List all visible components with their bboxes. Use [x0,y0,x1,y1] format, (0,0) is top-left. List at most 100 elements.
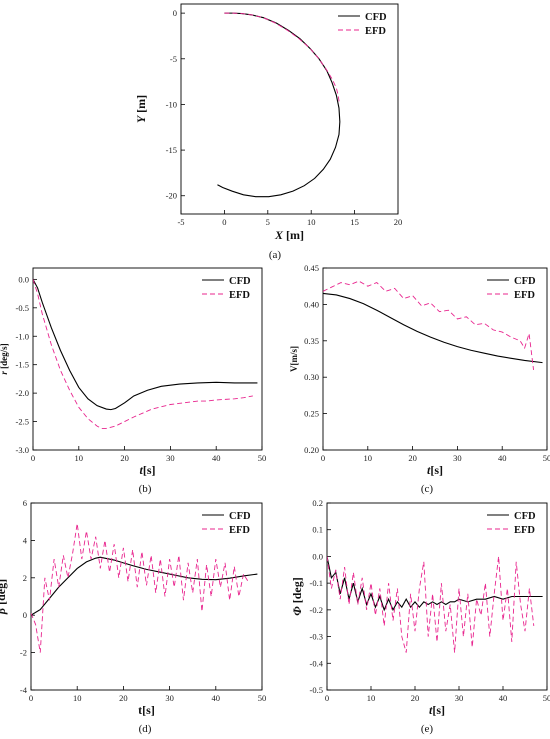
y-tick-label: -1.5 [16,360,29,370]
x-tick-label: 20 [411,693,420,703]
legend-label-cfd: CFD [365,12,387,23]
y-tick-label: 6 [23,498,27,508]
y-tick-label: -2.0 [16,388,29,398]
series-line-cfd [327,556,543,612]
series-group [323,280,543,370]
x-tick-label: 40 [212,453,221,463]
x-tick-label: 20 [394,217,403,227]
y-tick-label: 0.25 [304,409,319,419]
chart-panel-3: 0 10 20 30 40 50 0.20 0.25 0.30 0.35 0.40 0.45 CFD EF… [289,263,550,495]
panel-caption: (d) [139,723,152,735]
x-tick-label: 50 [258,693,267,703]
x-axis-label-unit: [s] [143,463,156,477]
plot-frame [180,3,399,215]
x-tick-label: 0 [321,453,325,463]
y-axis-label-unit: V[m/s] [289,346,299,372]
y-tick-label: 0.0 [312,551,323,561]
y-axis-label-unit: [deg] [0,579,8,608]
legend-label-efd: EFD [365,26,386,37]
y-tick-label: 4 [23,535,28,545]
x-axis-label: t[s] [427,463,443,477]
x-tick-label: 10 [75,453,84,463]
y-axis-label: β [deg] [0,579,8,615]
x-tick-label: 10 [73,693,82,703]
x-axis-label: t[s] [139,463,155,477]
x-tick-label: 20 [119,693,128,703]
y-axis-label-unit: [deg] [290,577,304,606]
y-tick-label: 0.2 [312,498,323,508]
x-tick-label: 50 [543,453,550,463]
series-group [33,279,258,429]
y-tick-label: 0.45 [304,263,319,273]
y-tick-label: -1.0 [16,331,29,341]
plot-frame [32,267,263,451]
panel-caption: (c) [421,483,434,495]
x-axis-label-unit: [s] [432,703,445,717]
y-axis-label-symbol: β [0,607,8,615]
x-tick-label: 0 [222,217,226,227]
y-tick-label: 0.30 [304,372,319,382]
series-group [327,556,543,653]
x-axis-label-symbol: t [429,703,433,717]
x-tick-label: 5 [266,217,270,227]
y-tick-label: 0 [23,610,27,620]
y-tick-label: 0.40 [304,299,319,309]
legend-label-cfd: CFD [229,511,251,522]
x-axis-label-unit: [s] [430,463,443,477]
y-tick-label: -15 [166,145,177,155]
y-tick-label: 0.35 [304,336,319,346]
y-axis-label-symbol: r [0,371,9,375]
y-tick-label: -4 [20,685,28,695]
x-tick-label: 30 [453,453,462,463]
y-tick-label: 2 [23,573,27,583]
y-tick-label: -3.0 [16,445,29,455]
x-tick-label: 40 [499,693,508,703]
series-line-cfd [31,556,258,616]
y-axis-label-unit: [deg/s] [0,343,9,371]
chart-panel-2: 0 10 20 30 40 50 0.0 -0.5 -1.0 -1.5 -2.0 -2.5 -3.0 CF… [0,267,266,495]
y-tick-label: -0.5 [16,303,29,313]
y-axis-label: Y [m] [134,95,148,123]
y-tick-label: -0.1 [310,578,323,588]
y-tick-label: -0.4 [310,658,324,668]
y-tick-label: 0.20 [304,445,319,455]
x-tick-label: 0 [325,693,329,703]
series-line-efd [323,280,535,370]
y-tick-label: -0.5 [310,685,323,695]
x-tick-label: 10 [367,693,376,703]
legend-label-efd: EFD [514,290,535,301]
legend-label-cfd: CFD [514,276,536,287]
y-tick-label: -20 [166,191,177,201]
y-tick-label: -0.3 [310,632,323,642]
y-tick-label: -10 [166,99,177,109]
y-tick-label: 0.1 [312,525,323,535]
y-tick-label: -0.2 [310,605,323,615]
series-line-cfd [33,279,258,411]
x-axis-label-symbol: X [274,228,284,242]
x-axis-label: t[s] [429,703,445,717]
legend-label-efd: EFD [514,525,535,536]
x-tick-label: 20 [120,453,129,463]
x-tick-label: 20 [408,453,417,463]
y-axis-label-unit: [m] [134,95,148,116]
legend-label-cfd: CFD [514,511,536,522]
x-axis-label-symbol: t [427,463,431,477]
x-tick-label: 30 [166,453,175,463]
x-axis-label-symbol: t [139,463,143,477]
series-line-efd [31,523,249,653]
chart-panel-4: 0 10 20 30 40 50 -4 -2 0 2 4 6 CFD EFD t[s] β [deg] (d) [0,498,266,735]
plot-frame [326,502,548,691]
chart-panel-5: 0 10 20 30 40 50 0.2 0.1 0.0 -0.1 -0.2 -0.3 -0.4 -0.5… [290,498,550,735]
x-tick-label: 0 [29,693,33,703]
series-line-efd [327,556,535,653]
y-axis-label-symbol: Φ [290,606,304,616]
x-axis-label: X [m] [274,228,304,242]
x-tick-label: 10 [307,217,316,227]
x-tick-label: 30 [165,693,174,703]
series-line-cfd [217,12,341,198]
y-axis-label: r [deg/s] [0,343,9,374]
x-tick-label: 15 [350,217,359,227]
series-group [31,523,258,653]
